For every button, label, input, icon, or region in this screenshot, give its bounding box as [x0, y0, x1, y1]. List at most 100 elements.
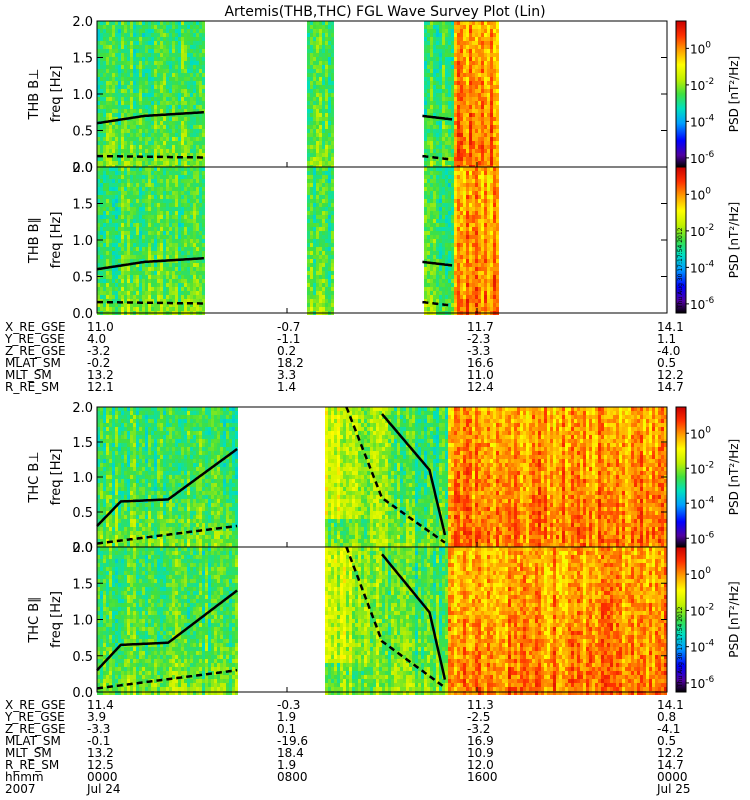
- spectrogram-cell: [172, 33, 175, 37]
- spectrogram-cell: [166, 145, 169, 149]
- spectrogram-cell: [460, 307, 463, 311]
- spectrogram-cell: [307, 101, 310, 105]
- spectrogram-cell: [433, 291, 436, 295]
- spectrogram-cell: [436, 45, 439, 49]
- spectrogram-cell: [307, 251, 310, 255]
- spectrogram-cell: [496, 157, 499, 161]
- spectrogram-cell: [115, 61, 118, 65]
- spectrogram-cell: [472, 153, 475, 157]
- spectrogram-cell: [127, 89, 130, 93]
- spectrogram-cell: [103, 175, 106, 179]
- spectrogram-cell: [175, 33, 178, 37]
- spectrogram-cell: [484, 137, 487, 141]
- spectrogram-cell: [130, 171, 133, 175]
- spectrogram-cell: [325, 69, 328, 73]
- spectrogram-cell: [307, 85, 310, 89]
- spectrogram-cell: [184, 121, 187, 125]
- spectrogram-cell: [424, 45, 427, 49]
- spectrogram-cell: [181, 41, 184, 45]
- spectrogram-cell: [172, 25, 175, 29]
- spectrogram-cell: [316, 117, 319, 121]
- spectrogram-cell: [97, 207, 100, 211]
- spectrogram-cell: [493, 45, 496, 49]
- spectrogram-cell: [316, 195, 319, 199]
- spectrogram-cell: [469, 259, 472, 263]
- spectrogram-cell: [142, 45, 145, 49]
- spectrogram-cell: [490, 25, 493, 29]
- spectrogram-cell: [316, 61, 319, 65]
- spectrogram-cell: [151, 179, 154, 183]
- spectrogram-cell: [448, 81, 451, 85]
- spectrogram-cell: [451, 153, 454, 157]
- spectrogram-cell: [493, 149, 496, 153]
- spectrogram-cell: [475, 259, 478, 263]
- spectrogram-cell: [328, 179, 331, 183]
- spectrogram-cell: [196, 183, 199, 187]
- spectrogram-cell: [166, 133, 169, 137]
- spectrogram-cell: [430, 259, 433, 263]
- spectrogram-cell: [148, 61, 151, 65]
- spectrogram-cell: [145, 287, 148, 291]
- spectrogram-cell: [433, 109, 436, 113]
- spectrogram-cell: [142, 137, 145, 141]
- spectrogram-cell: [328, 175, 331, 179]
- spectrogram-cell: [133, 299, 136, 303]
- spectrogram-cell: [472, 215, 475, 219]
- spectrogram-cell: [313, 117, 316, 121]
- spectrogram-cell: [148, 129, 151, 133]
- spectrogram-cell: [130, 275, 133, 279]
- spectrogram-cell: [121, 291, 124, 295]
- spectrogram-cell: [478, 81, 481, 85]
- spectrogram-cell: [427, 243, 430, 247]
- spectrogram-cell: [442, 171, 445, 175]
- spectrogram-cell: [322, 81, 325, 85]
- spectrogram-cell: [190, 215, 193, 219]
- spectrogram-cell: [307, 255, 310, 259]
- spectrogram-cell: [328, 195, 331, 199]
- spectrogram-cell: [187, 121, 190, 125]
- spectrogram-cell: [202, 307, 205, 311]
- spectrogram-cell: [112, 81, 115, 85]
- spectrogram-cell: [106, 295, 109, 299]
- spectrogram-cell: [166, 227, 169, 231]
- spectrogram-cell: [202, 109, 205, 113]
- spectrogram-cell: [319, 291, 322, 295]
- spectrogram-cell: [196, 191, 199, 195]
- spectrogram-cell: [454, 171, 457, 175]
- spectrogram-cell: [460, 219, 463, 223]
- spectrogram-cell: [466, 255, 469, 259]
- spectrogram-cell: [139, 251, 142, 255]
- spectrogram-cell: [475, 137, 478, 141]
- spectrogram-cell: [148, 195, 151, 199]
- spectrogram-cell: [328, 81, 331, 85]
- spectrogram-cell: [472, 235, 475, 239]
- spectrogram-cell: [145, 187, 148, 191]
- spectrogram-cell: [193, 113, 196, 117]
- spectrogram-cell: [475, 231, 478, 235]
- spectrogram-cell: [439, 275, 442, 279]
- spectrogram-cell: [451, 167, 454, 171]
- spectrogram-cell: [100, 57, 103, 61]
- spectrogram-cell: [124, 175, 127, 179]
- spectrogram-cell: [454, 137, 457, 141]
- spectrogram-cell: [493, 153, 496, 157]
- spectrogram-cell: [175, 275, 178, 279]
- spectrogram-cell: [424, 183, 427, 187]
- spectrogram-cell: [109, 29, 112, 33]
- spectrogram-cell: [472, 101, 475, 105]
- spectrogram-cell: [151, 37, 154, 41]
- spectrogram-cell: [148, 21, 151, 25]
- spectrogram-cell: [463, 133, 466, 137]
- spectrogram-cell: [325, 149, 328, 153]
- spectrogram-cell: [193, 195, 196, 199]
- spectrogram-cell: [307, 125, 310, 129]
- spectrogram-cell: [322, 29, 325, 33]
- spectrogram-cell: [316, 279, 319, 283]
- spectrogram-cell: [154, 89, 157, 93]
- spectrogram-cell: [430, 227, 433, 231]
- spectrogram-cell: [106, 183, 109, 187]
- spectrogram-cell: [160, 25, 163, 29]
- spectrogram-cell: [181, 275, 184, 279]
- spectrogram-cell: [433, 195, 436, 199]
- spectrogram-cell: [97, 137, 100, 141]
